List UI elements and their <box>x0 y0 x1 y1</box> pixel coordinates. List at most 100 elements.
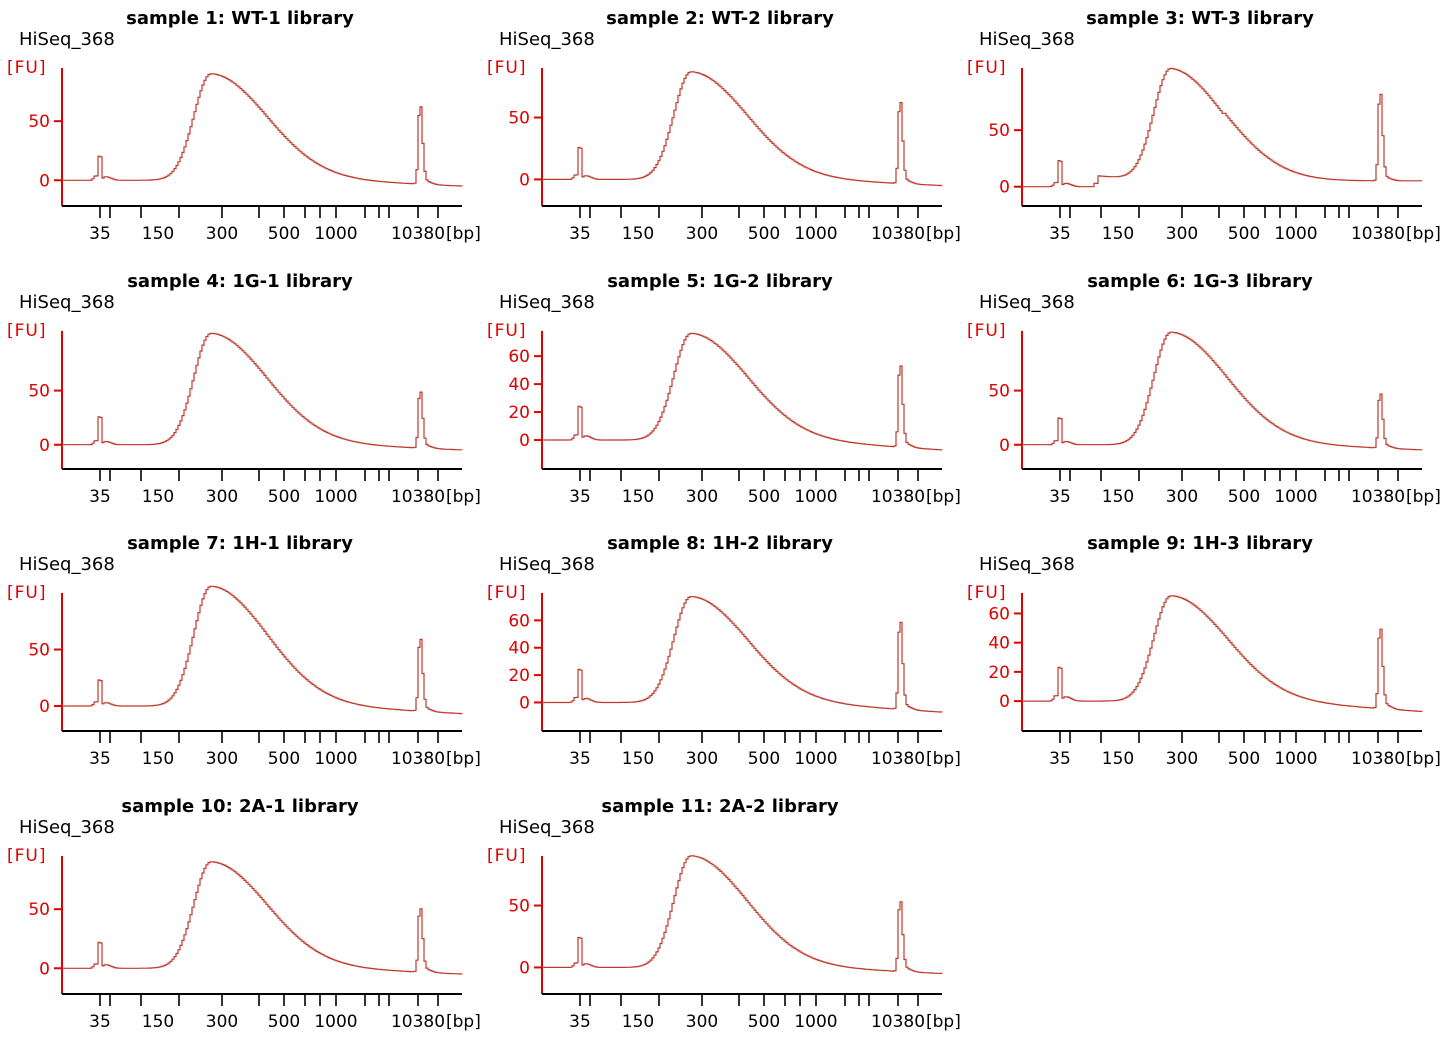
electropherogram-panel: sample 3: WT-3 library HiSeq_368 [FU] 0 50 35… <box>960 0 1441 262</box>
x-tick-label: 10380 <box>871 224 925 244</box>
electropherogram-panel: sample 6: 1G-3 library HiSeq_368 [FU] 0 50 35… <box>960 263 1441 525</box>
x-tick-label: 500 <box>268 487 300 507</box>
trace-line <box>542 854 943 974</box>
panel-title: sample 2: WT-2 library <box>606 8 834 29</box>
x-tick-label: 1000 <box>1274 487 1317 507</box>
electropherogram-panel: sample 4: 1G-1 library HiSeq_368 [FU] 0 50 35… <box>0 263 481 525</box>
y-unit-label: [FU] <box>967 583 1007 603</box>
instrument-label: HiSeq_368 <box>19 554 115 575</box>
x-tick-label: 35 <box>89 487 111 507</box>
x-tick-label: 500 <box>748 487 780 507</box>
x-tick-label: 150 <box>142 224 174 244</box>
x-tick-label: 35 <box>1049 749 1071 769</box>
x-unit-label: [bp] <box>446 224 481 244</box>
y-tick-label: 50 <box>28 641 50 661</box>
trace-line <box>62 860 463 975</box>
x-tick-label: 1000 <box>1274 749 1317 769</box>
x-tick-label: 1000 <box>314 749 357 769</box>
x-tick-label: 500 <box>1228 224 1260 244</box>
trace-line <box>1022 67 1422 188</box>
x-tick-label: 1000 <box>314 224 357 244</box>
y-tick-label: 0 <box>39 697 50 717</box>
x-tick-label: 150 <box>142 487 174 507</box>
x-tick-label: 150 <box>1102 487 1134 507</box>
panel-title: sample 6: 1G-3 library <box>1087 271 1313 292</box>
x-tick-label: 500 <box>268 224 300 244</box>
electropherogram-svg: sample 10: 2A-1 library HiSeq_368 [FU] 0 50 3… <box>7 796 481 1032</box>
electropherogram-svg: sample 11: 2A-2 library HiSeq_368 [FU] 0 50 3… <box>487 796 961 1032</box>
electropherogram-svg: sample 6: 1G-3 library HiSeq_368 [FU] 0 50 35… <box>967 271 1441 507</box>
instrument-label: HiSeq_368 <box>979 29 1075 50</box>
y-unit-label: [FU] <box>7 321 47 341</box>
panel-title: sample 8: 1H-2 library <box>607 533 833 554</box>
x-tick-label: 300 <box>1166 487 1198 507</box>
x-tick-label: 1000 <box>1274 224 1317 244</box>
instrument-label: HiSeq_368 <box>979 292 1075 313</box>
y-tick-label: 50 <box>28 900 50 920</box>
x-unit-label: [bp] <box>1406 487 1441 507</box>
trace-line <box>62 332 463 450</box>
x-tick-label: 300 <box>686 1012 718 1032</box>
x-tick-label: 300 <box>686 224 718 244</box>
panel-title: sample 7: 1H-1 library <box>127 533 353 554</box>
y-tick-label: 40 <box>508 375 530 395</box>
electropherogram-svg: sample 8: 1H-2 library HiSeq_368 [FU] 0 20 40… <box>487 533 961 769</box>
instrument-label: HiSeq_368 <box>499 554 595 575</box>
trace-line <box>542 332 943 450</box>
y-unit-label: [FU] <box>967 58 1007 78</box>
x-tick-label: 300 <box>1166 749 1198 769</box>
y-tick-label: 40 <box>508 639 530 659</box>
instrument-label: HiSeq_368 <box>499 29 595 50</box>
x-tick-label: 300 <box>206 749 238 769</box>
y-tick-label: 60 <box>508 611 530 631</box>
instrument-label: HiSeq_368 <box>19 292 115 313</box>
x-tick-label: 10380 <box>871 1012 925 1032</box>
y-tick-label: 60 <box>988 604 1010 624</box>
x-unit-label: [bp] <box>446 1012 481 1032</box>
x-tick-label: 500 <box>268 749 300 769</box>
x-tick-label: 300 <box>686 487 718 507</box>
x-tick-label: 300 <box>1166 224 1198 244</box>
x-unit-label: [bp] <box>446 749 481 769</box>
y-tick-label: 0 <box>999 692 1010 712</box>
y-unit-label: [FU] <box>7 846 47 866</box>
y-unit-label: [FU] <box>7 58 47 78</box>
y-tick-label: 50 <box>28 112 50 132</box>
x-tick-label: 150 <box>622 224 654 244</box>
x-tick-label: 150 <box>622 487 654 507</box>
panel-title: sample 10: 2A-1 library <box>121 796 359 817</box>
y-tick-label: 0 <box>519 693 530 713</box>
x-tick-label: 1000 <box>794 224 837 244</box>
x-tick-label: 10380 <box>871 749 925 769</box>
y-tick-label: 60 <box>508 347 530 367</box>
x-tick-label: 10380 <box>391 487 445 507</box>
panel-title: sample 5: 1G-2 library <box>607 271 833 292</box>
electropherogram-svg: sample 1: WT-1 library HiSeq_368 [FU] 0 50 35… <box>7 8 481 244</box>
electropherogram-svg: sample 3: WT-3 library HiSeq_368 [FU] 0 50 35… <box>967 8 1441 244</box>
y-tick-label: 20 <box>508 403 530 423</box>
y-tick-label: 0 <box>39 959 50 979</box>
panel-title: sample 4: 1G-1 library <box>127 271 353 292</box>
y-tick-label: 50 <box>988 381 1010 401</box>
x-unit-label: [bp] <box>446 487 481 507</box>
electropherogram-svg: sample 4: 1G-1 library HiSeq_368 [FU] 0 50 35… <box>7 271 481 507</box>
instrument-label: HiSeq_368 <box>499 292 595 313</box>
electropherogram-panel: sample 5: 1G-2 library HiSeq_368 [FU] 0 20 40… <box>480 263 961 525</box>
y-tick-label: 0 <box>519 958 530 978</box>
x-tick-label: 35 <box>569 487 591 507</box>
panel-title: sample 9: 1H-3 library <box>1087 533 1313 554</box>
y-tick-label: 20 <box>508 666 530 686</box>
x-unit-label: [bp] <box>926 224 961 244</box>
trace-line <box>62 585 463 715</box>
x-tick-label: 300 <box>206 1012 238 1032</box>
x-tick-label: 35 <box>569 1012 591 1032</box>
trace-line <box>542 596 943 713</box>
electropherogram-svg: sample 2: WT-2 library HiSeq_368 [FU] 0 50 35… <box>487 8 961 244</box>
x-tick-label: 35 <box>89 749 111 769</box>
x-tick-label: 150 <box>622 749 654 769</box>
y-tick-label: 50 <box>508 896 530 916</box>
x-tick-label: 300 <box>206 487 238 507</box>
x-tick-label: 35 <box>89 1012 111 1032</box>
x-unit-label: [bp] <box>926 1012 961 1032</box>
x-tick-label: 300 <box>206 224 238 244</box>
